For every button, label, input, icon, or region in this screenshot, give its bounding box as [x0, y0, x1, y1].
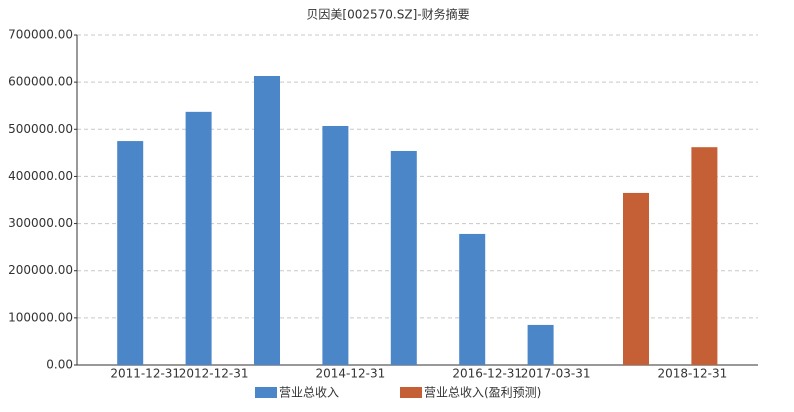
bar	[185, 111, 212, 365]
bar	[254, 76, 280, 365]
y-tick-label: 100000.00	[8, 310, 73, 324]
x-tick-label: 2016-12-31	[452, 367, 522, 381]
y-tick-label: 400000.00	[8, 169, 73, 183]
legend-label: 营业总收入(盈利预测)	[424, 386, 541, 400]
y-tick-label: 600000.00	[8, 75, 73, 89]
bar	[117, 141, 144, 365]
x-tick-label: 2012-12-31	[179, 367, 249, 381]
bar	[623, 192, 649, 365]
y-tick-label: 300000.00	[8, 216, 73, 230]
x-tick-label: 2017-03-31	[521, 367, 591, 381]
bar	[527, 324, 554, 365]
bar	[322, 125, 349, 365]
legend-swatch	[255, 387, 277, 398]
bar	[691, 147, 718, 365]
y-tick-label: 700000.00	[8, 28, 73, 42]
y-tick-label: 500000.00	[8, 122, 73, 136]
chart-title: 贝因美[002570.SZ]-财务摘要	[306, 7, 469, 22]
y-tick-label: 200000.00	[8, 263, 73, 277]
legend-label: 营业总收入	[279, 386, 339, 400]
x-tick-label: 2011-12-31	[110, 367, 180, 381]
legend-swatch	[400, 387, 422, 398]
y-tick-label: 0.00	[46, 358, 73, 372]
x-tick-label: 2014-12-31	[316, 367, 386, 381]
bar	[459, 233, 486, 365]
bar	[390, 150, 417, 365]
x-tick-label: 2018-12-31	[658, 367, 728, 381]
